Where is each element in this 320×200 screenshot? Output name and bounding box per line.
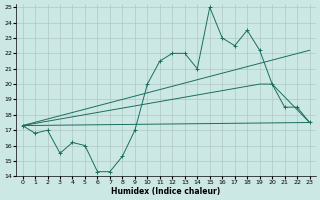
X-axis label: Humidex (Indice chaleur): Humidex (Indice chaleur) <box>111 187 221 196</box>
